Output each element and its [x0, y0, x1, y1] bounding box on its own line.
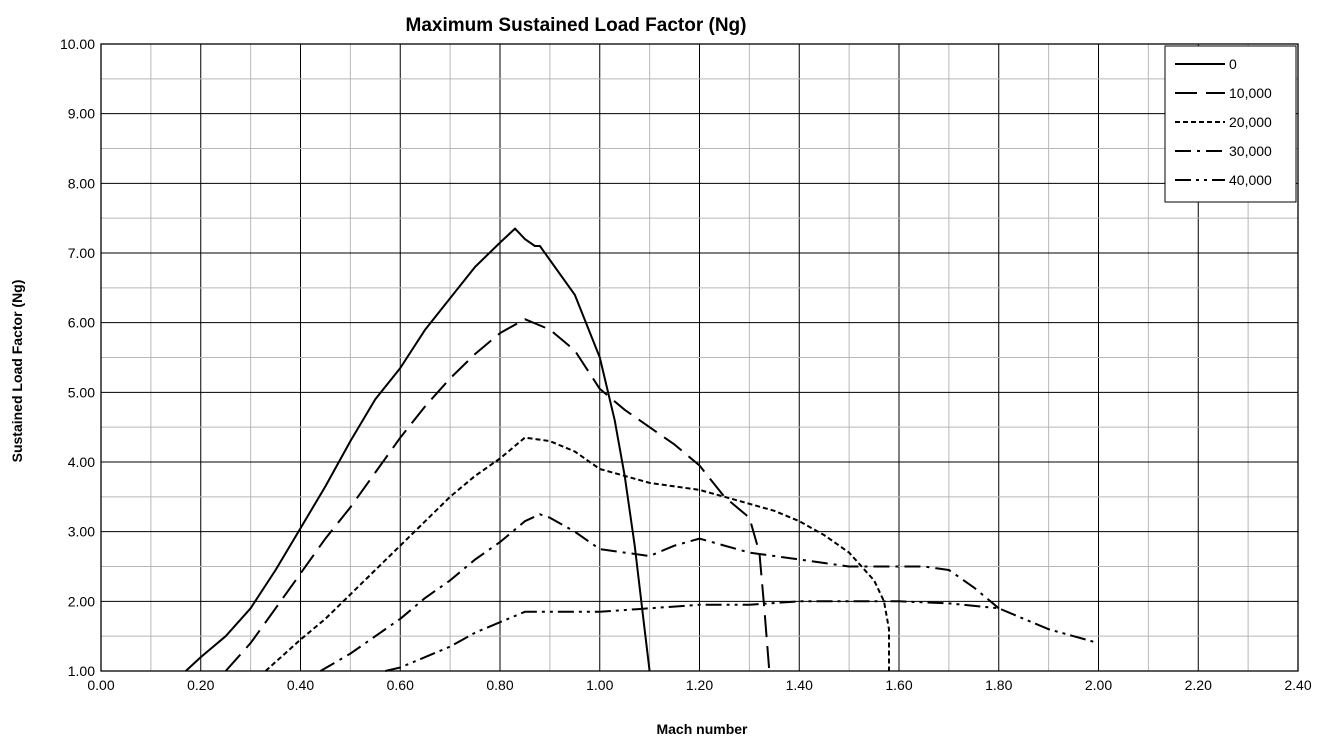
x-tick-label: 0.80 [486, 677, 513, 693]
y-tick-label: 8.00 [68, 175, 95, 191]
x-tick-label: 0.20 [187, 677, 214, 693]
x-tick-label: 1.60 [885, 677, 912, 693]
x-tick-label: 1.20 [686, 677, 713, 693]
x-tick-label: 1.80 [985, 677, 1012, 693]
x-tick-label: 2.40 [1284, 677, 1311, 693]
legend-box [1164, 45, 1297, 203]
legend-label: 40,000 [1229, 172, 1272, 188]
legend-label: 30,000 [1229, 143, 1272, 159]
y-tick-label: 6.00 [68, 315, 95, 331]
y-tick-label: 5.00 [68, 384, 95, 400]
series-group [185, 227, 1099, 672]
series-line-4 [385, 600, 1099, 672]
y-tick-label: 4.00 [68, 454, 95, 470]
x-tick-label: 1.00 [586, 677, 613, 693]
series-line-0 [185, 227, 651, 672]
y-axis-title: Sustained Load Factor (Ng) [9, 280, 25, 463]
series-line-1 [224, 318, 771, 672]
x-tick-label: 1.40 [786, 677, 813, 693]
x-tick-label: 0.00 [87, 677, 114, 693]
x-tick-label: 2.20 [1185, 677, 1212, 693]
y-tick-label: 1.00 [68, 663, 95, 679]
legend-label: 10,000 [1229, 85, 1272, 101]
y-tick-label: 10.00 [60, 36, 95, 52]
grid [100, 43, 1299, 672]
tick-labels: 0.00 0.20 0.40 0.60 0.80 1.00 1.20 1.40 1.60 1.80… [60, 36, 1312, 693]
x-tick-label: 0.60 [387, 677, 414, 693]
plot-area-frame [100, 43, 1299, 672]
x-tick-label: 2.00 [1085, 677, 1112, 693]
y-tick-label: 7.00 [68, 245, 95, 261]
series-line-3 [319, 513, 1000, 672]
x-tick-label: 0.40 [287, 677, 314, 693]
chart-title: Maximum Sustained Load Factor (Ng) [406, 15, 747, 36]
legend-label: 20,000 [1229, 114, 1272, 130]
legend-label: 0 [1229, 56, 1237, 72]
x-axis-title: Mach number [656, 721, 748, 737]
legend: 0 10,000 20,000 30,000 40,000 [1164, 45, 1297, 203]
y-tick-label: 3.00 [68, 524, 95, 540]
series-line-2 [264, 436, 890, 672]
y-tick-label: 2.00 [68, 593, 95, 609]
y-tick-label: 9.00 [68, 106, 95, 122]
